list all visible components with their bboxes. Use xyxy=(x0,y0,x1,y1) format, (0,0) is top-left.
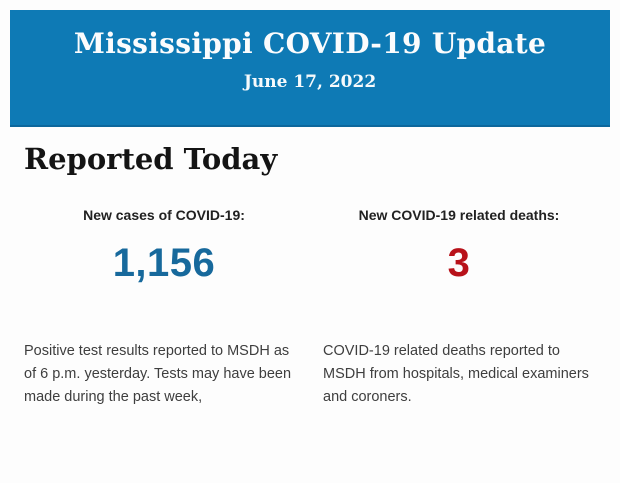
section-heading: Reported Today xyxy=(24,142,278,176)
new-cases-label: New cases of COVID-19: xyxy=(83,207,245,223)
header-banner: Mississippi COVID-19 Update June 17, 202… xyxy=(10,10,610,127)
new-deaths-label: New COVID-19 related deaths: xyxy=(358,207,560,223)
new-cases-value: 1,156 xyxy=(112,241,216,285)
banner-date: June 17, 2022 xyxy=(243,72,377,92)
new-cases-description: Positive test results reported to MSDH a… xyxy=(24,343,292,405)
banner-title: Mississippi COVID-19 Update xyxy=(73,27,547,60)
new-deaths-value: 3 xyxy=(447,241,471,285)
new-deaths-description: COVID-19 related deaths reported to MSDH… xyxy=(323,343,589,405)
